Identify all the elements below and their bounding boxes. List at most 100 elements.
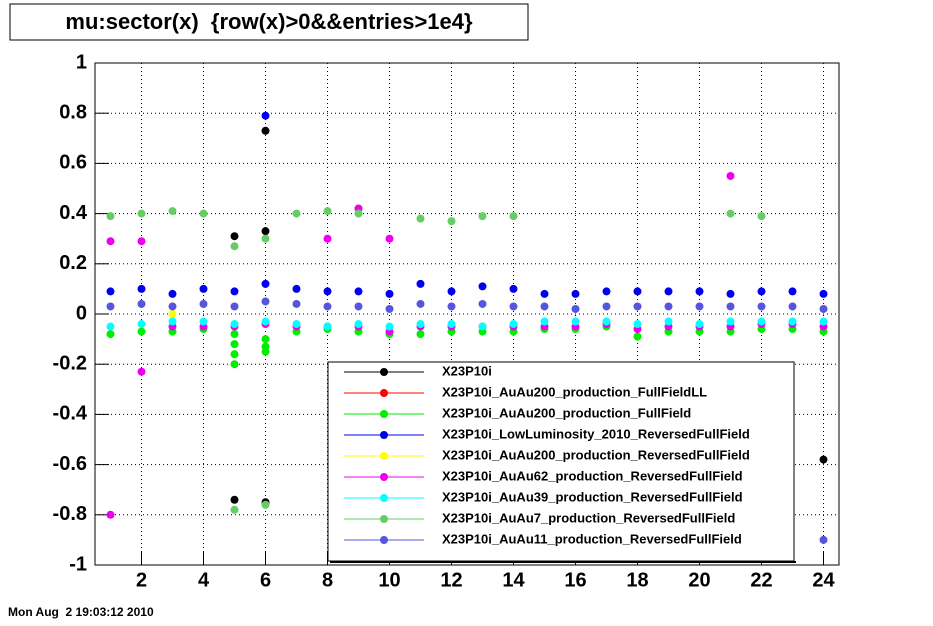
point: [819, 289, 828, 298]
point: [137, 367, 146, 376]
x-tick-label: 10: [378, 569, 400, 591]
point: [385, 322, 394, 331]
point: [447, 302, 456, 311]
point: [354, 209, 363, 218]
point: [354, 320, 363, 329]
point: [726, 302, 735, 311]
y-tick-label: -1: [69, 553, 87, 575]
point: [819, 317, 828, 326]
y-tick-label: 0.8: [59, 101, 87, 123]
point: [230, 350, 239, 359]
legend-label: X23P10i_AuAu200_production_ReversedFullF…: [442, 447, 750, 462]
point: [478, 212, 487, 221]
point: [354, 302, 363, 311]
point: [664, 302, 673, 311]
point: [664, 317, 673, 326]
point: [385, 289, 394, 298]
point: [168, 317, 177, 326]
point: [199, 317, 208, 326]
point: [230, 340, 239, 349]
point: [168, 289, 177, 298]
point: [416, 214, 425, 223]
point: [726, 289, 735, 298]
point: [416, 299, 425, 308]
point: [354, 287, 363, 296]
point: [292, 299, 301, 308]
point: [416, 330, 425, 339]
point: [230, 360, 239, 369]
point: [261, 111, 270, 120]
legend-marker: [380, 410, 388, 418]
legend-marker: [380, 473, 388, 481]
y-tick-label: 1: [76, 51, 87, 73]
legend-label: X23P10i_AuAu200_production_FullField: [442, 405, 691, 420]
point: [540, 289, 549, 298]
point: [261, 500, 270, 509]
point: [261, 347, 270, 356]
point: [447, 217, 456, 226]
point: [726, 171, 735, 180]
x-tick-label: 20: [688, 569, 710, 591]
y-tick-label: 0: [76, 302, 87, 324]
point: [509, 302, 518, 311]
point: [323, 302, 332, 311]
point: [602, 317, 611, 326]
legend-label: X23P10i_AuAu62_production_ReversedFullFi…: [442, 468, 743, 483]
x-tick-label: 24: [812, 569, 835, 591]
point: [230, 242, 239, 251]
x-tick-label: 16: [564, 569, 586, 591]
point: [757, 212, 766, 221]
title-box: [9, 3, 529, 41]
point: [695, 287, 704, 296]
x-tick-label: 6: [260, 569, 271, 591]
point: [757, 317, 766, 326]
point: [292, 209, 301, 218]
legend-label: X23P10i_AuAu11_production_ReversedFullFi…: [442, 531, 742, 546]
legend-label: X23P10i_AuAu39_production_ReversedFullFi…: [442, 489, 743, 504]
x-tick-label: 2: [136, 569, 147, 591]
point: [230, 287, 239, 296]
point: [385, 234, 394, 243]
point: [540, 302, 549, 311]
point: [478, 282, 487, 291]
point: [602, 302, 611, 311]
point: [137, 327, 146, 336]
point: [137, 237, 146, 246]
point: [819, 304, 828, 313]
point: [633, 287, 642, 296]
x-tick-label: 18: [626, 569, 648, 591]
point: [726, 209, 735, 218]
y-tick-label: 0.4: [59, 202, 88, 224]
point: [168, 207, 177, 216]
legend-marker: [380, 494, 388, 502]
legend-label: X23P10i_AuAu7_production_ReversedFullFie…: [442, 510, 735, 525]
point: [230, 232, 239, 241]
point: [230, 320, 239, 329]
x-tick-label: 12: [440, 569, 462, 591]
point: [199, 284, 208, 293]
point: [199, 209, 208, 218]
point: [261, 279, 270, 288]
legend-marker: [380, 431, 388, 439]
point: [633, 302, 642, 311]
point: [447, 320, 456, 329]
point: [106, 322, 115, 331]
point: [230, 302, 239, 311]
point: [230, 505, 239, 514]
y-tick-label: -0.2: [53, 352, 87, 374]
point: [323, 234, 332, 243]
legend-marker: [380, 452, 388, 460]
point: [168, 302, 177, 311]
point: [788, 317, 797, 326]
point: [323, 207, 332, 216]
legend-shadow: [330, 561, 796, 563]
point: [509, 320, 518, 329]
point: [106, 287, 115, 296]
y-tick-label: -0.6: [53, 453, 87, 475]
point: [571, 317, 580, 326]
point: [540, 317, 549, 326]
point: [261, 234, 270, 243]
point: [168, 310, 177, 318]
point: [323, 322, 332, 331]
point: [199, 299, 208, 308]
